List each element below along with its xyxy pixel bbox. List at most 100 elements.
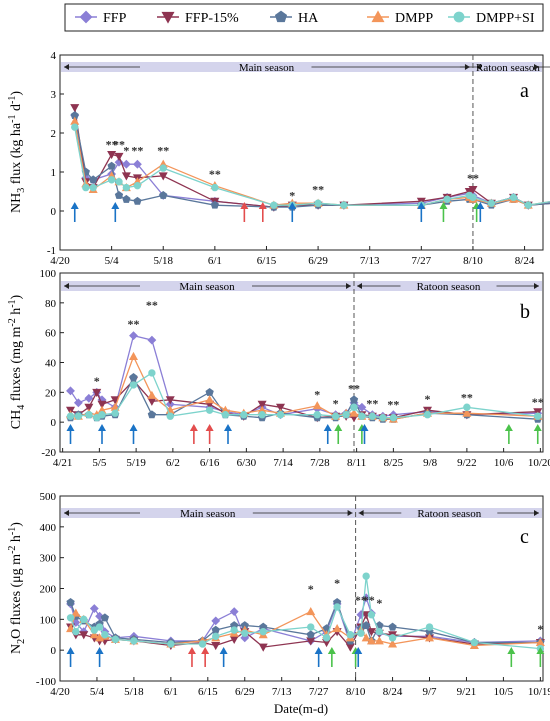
x-tick-label: 8/24 [383, 686, 403, 698]
x-tick-label: 10/5 [494, 686, 514, 698]
data-point [212, 632, 220, 640]
data-point [74, 412, 83, 420]
significance-mark: * [94, 374, 100, 388]
panel-a-label: a [520, 80, 529, 102]
significance-mark: ** [355, 593, 367, 607]
x-tick-label: 6/2 [166, 457, 180, 469]
significance-mark: * [537, 622, 543, 636]
blue-event-arrow-icon [111, 202, 120, 222]
data-point [342, 411, 350, 419]
data-point [85, 411, 93, 419]
ylabel-part: -2 [7, 318, 18, 326]
blue-event-arrow-icon [98, 424, 106, 444]
arrow-head [70, 202, 79, 209]
data-point [66, 412, 75, 420]
panel-c: Main season Ratoon season -100 0 100 200 300 40… [7, 491, 550, 698]
ylabel-part: h [9, 535, 24, 546]
red-event-arrow-icon [205, 424, 214, 444]
green-event-arrow-icon [536, 647, 545, 667]
x-tick-label: 7/28 [310, 457, 330, 469]
data-point [80, 615, 88, 624]
ylabel-part: CH [9, 410, 24, 429]
data-point [111, 635, 120, 644]
arrow-head-icon [64, 64, 69, 70]
panel-b: Main season Ratoon season -20 0 20 40 60 80 100 4… [7, 268, 550, 469]
data-point [211, 616, 221, 626]
significance-mark: * [308, 582, 314, 596]
x-tick-label: 6/1 [164, 686, 178, 698]
arrow-head [66, 647, 75, 654]
legend-label: FFP [103, 11, 127, 26]
arrow-head-icon [357, 283, 362, 289]
triangle-down-marker-icon [161, 11, 175, 24]
significance-mark: ** [461, 390, 473, 404]
ylabel-part: -2 [7, 546, 18, 554]
y-tick-label: -1 [47, 245, 56, 257]
data-point [340, 201, 348, 209]
y-tick-label: 3 [51, 89, 57, 101]
ylabel-part: d [9, 104, 24, 115]
data-point [84, 393, 94, 403]
data-point [129, 331, 138, 341]
data-point [229, 607, 239, 617]
data-point [367, 611, 376, 619]
arrow-head [66, 424, 75, 431]
data-point [147, 335, 157, 345]
data-point [424, 633, 435, 642]
data-point [95, 623, 104, 631]
data-point [147, 390, 157, 399]
x-tick-label: 6/15 [257, 255, 277, 267]
x-tick-label: 8/10 [463, 255, 483, 267]
y-tick-label: 200 [40, 584, 57, 596]
data-point [147, 410, 157, 419]
data-point [332, 623, 342, 633]
green-event-arrow-icon [507, 647, 516, 667]
data-point [158, 172, 168, 181]
arrow-head [111, 202, 120, 209]
x-tick-label: 9/22 [457, 457, 477, 469]
blue-event-arrow-icon [219, 647, 228, 667]
y-tick-label: 4 [51, 50, 57, 62]
data-point [128, 351, 139, 361]
arrow-head [417, 202, 426, 209]
data-point [121, 172, 131, 181]
data-point [469, 193, 477, 202]
ylabel-part: flux (kg ha [9, 122, 24, 188]
x-tick-label: 4/20 [50, 686, 70, 698]
data-point [82, 183, 90, 192]
data-point [66, 598, 75, 606]
data-point [375, 627, 384, 636]
x-tick-label: 8/24 [515, 255, 535, 267]
data-point [133, 159, 142, 169]
data-point [89, 630, 99, 639]
data-point [133, 196, 142, 205]
data-point [101, 631, 109, 639]
legend-item-ffp: FFP [75, 10, 127, 26]
y-tick-label: 1 [51, 167, 57, 179]
x-tick-label: 5/4 [105, 255, 120, 267]
x-tick-label: 9/7 [422, 686, 437, 698]
data-point [350, 403, 358, 411]
blue-event-arrow-icon [360, 424, 369, 444]
data-point [257, 400, 267, 409]
data-point [148, 369, 156, 377]
y-tick-label: 100 [40, 268, 57, 280]
ratoon-season-label: Ratoon season [417, 508, 481, 520]
legend-label: DMPP+SI [476, 11, 535, 26]
ylabel-part: -1 [7, 527, 18, 535]
x-tick-label: 10/20 [528, 457, 550, 469]
data-point [306, 630, 315, 639]
arrow-head [314, 647, 323, 654]
data-point [121, 159, 131, 169]
significance-mark: * [376, 596, 382, 610]
data-point [107, 150, 117, 160]
arrow-head [533, 424, 542, 431]
legend-item-ha: HA [270, 10, 319, 26]
x-tick-label: 5/4 [90, 686, 105, 698]
x-tick-label: 10/6 [494, 457, 514, 469]
data-point [72, 627, 80, 636]
significance-mark: * [425, 392, 431, 406]
y-tick-label: 60 [45, 328, 57, 340]
data-point [258, 411, 266, 419]
